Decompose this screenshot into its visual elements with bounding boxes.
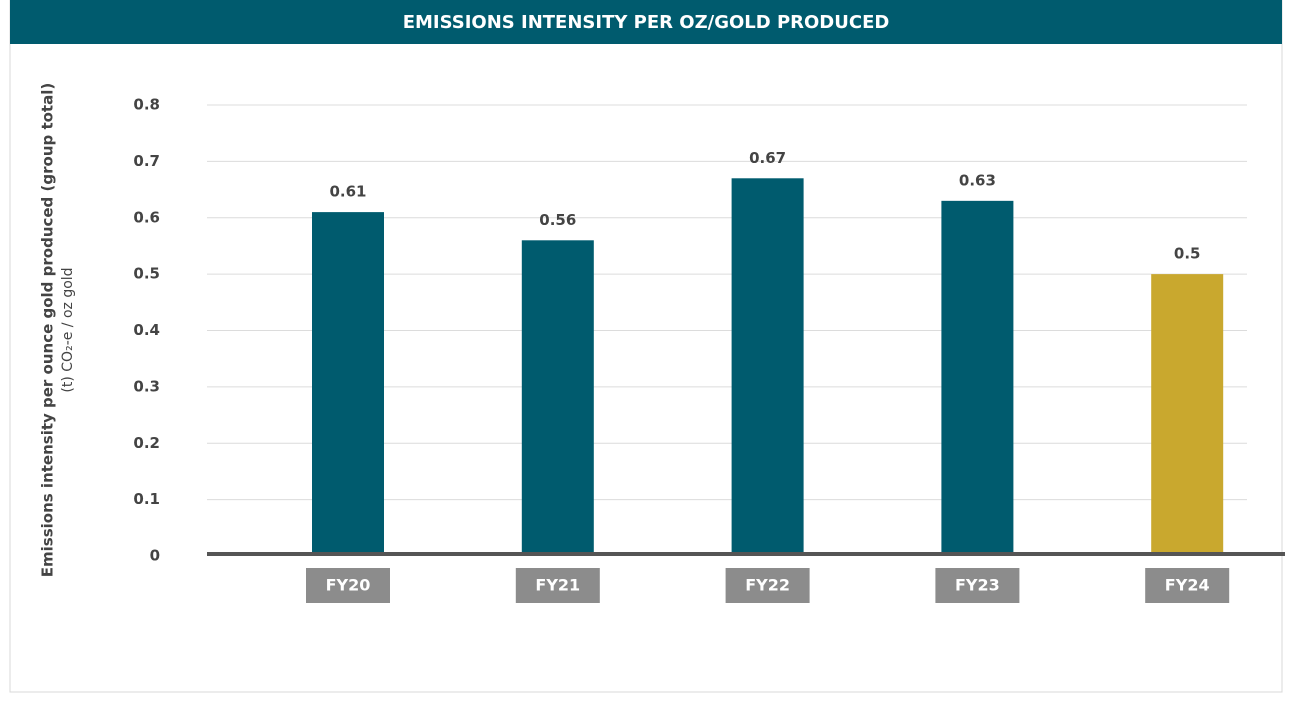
- x-tick-label: FY22: [745, 576, 790, 595]
- x-tick-label: FY21: [535, 576, 580, 595]
- value-label: 0.63: [959, 171, 996, 189]
- y-tick-label: 0: [150, 547, 160, 565]
- y-tick-label: 0.2: [133, 434, 160, 452]
- y-tick-label: 0.3: [133, 377, 160, 395]
- value-label: 0.5: [1174, 245, 1201, 263]
- y-axis-subtitle: (t) CO₂-e / oz gold: [60, 267, 76, 392]
- value-label: 0.67: [749, 149, 786, 167]
- bar: [731, 178, 804, 556]
- x-tick-label: FY20: [326, 576, 371, 595]
- y-tick-label: 0.5: [133, 265, 160, 283]
- category-box: [1145, 568, 1230, 603]
- value-label: 0.56: [539, 211, 576, 229]
- chart-frame: [9, 0, 1283, 693]
- x-tick-label: FY23: [955, 576, 1000, 595]
- x-tick-label: FY24: [1165, 576, 1210, 595]
- title-bar: [10, 0, 1282, 44]
- y-tick-label: 0.8: [133, 96, 160, 114]
- value-label: 0.61: [329, 183, 366, 201]
- category-box: [306, 568, 390, 603]
- y-axis-title: Emissions intensity per ounce gold produ…: [39, 83, 57, 577]
- y-tick-label: 0.4: [133, 321, 160, 339]
- bar: [941, 200, 1014, 556]
- bar: [1151, 274, 1224, 556]
- category-box: [725, 568, 810, 603]
- category-box: [935, 568, 1020, 603]
- y-tick-label: 0.1: [133, 490, 160, 508]
- bar: [521, 240, 594, 557]
- y-tick-label: 0.7: [133, 152, 160, 170]
- category-box: [515, 568, 600, 603]
- bar: [312, 212, 384, 557]
- chart-title: EMISSIONS INTENSITY PER OZ/GOLD PRODUCED: [403, 12, 890, 33]
- y-tick-label: 0.6: [133, 208, 160, 226]
